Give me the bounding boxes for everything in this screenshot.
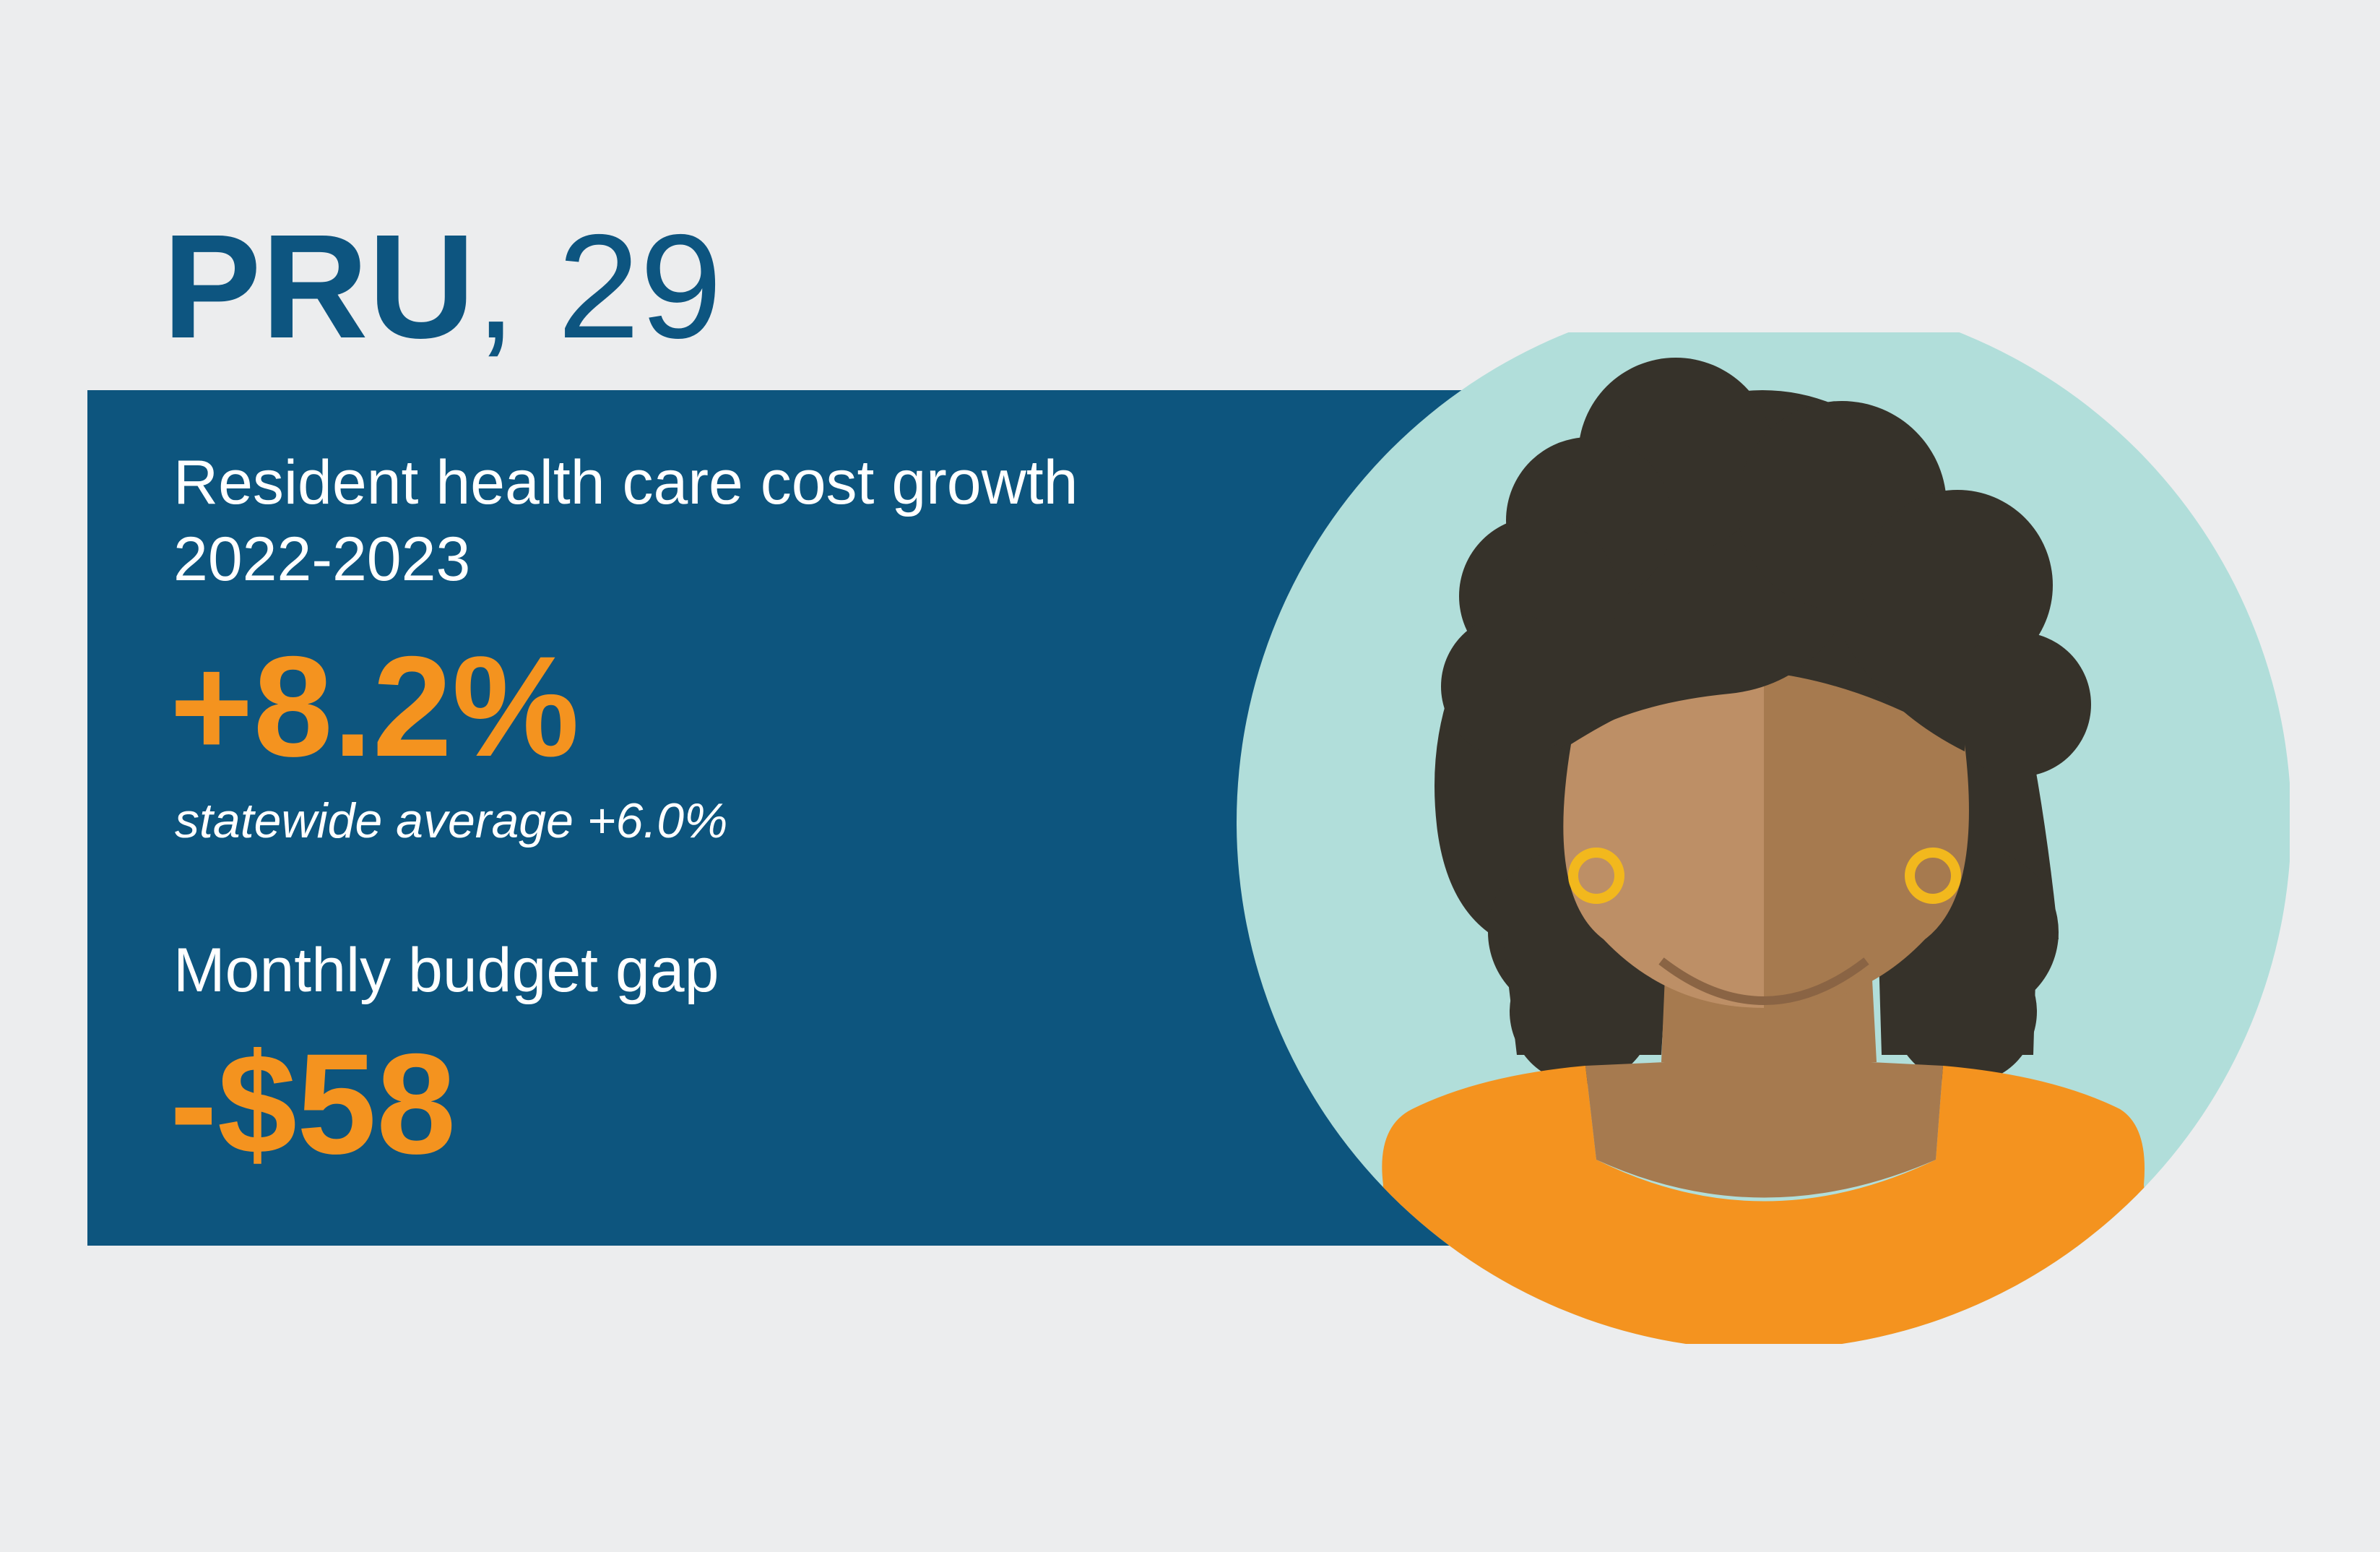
budget-gap-value: -$58 (170, 1024, 456, 1184)
cost-growth-label-line1: Resident health care cost growth (173, 448, 1078, 517)
face (1563, 672, 1969, 1008)
cost-growth-label: Resident health care cost growth 2022-202… (173, 444, 1078, 598)
profile-age: 29 (557, 204, 722, 369)
profile-name: PRU (163, 204, 475, 369)
cost-growth-value: +8.2% (170, 626, 579, 786)
cost-growth-label-line2: 2022-2023 (173, 525, 471, 594)
left-earring (1568, 848, 1624, 904)
profile-separator: , (475, 204, 516, 369)
shirt (1358, 1066, 2167, 1344)
woman-portrait-icon (1237, 332, 2290, 1344)
profile-title: PRU, 29 (163, 204, 722, 370)
hair-fringe (1553, 621, 1968, 751)
statewide-average-note: statewide average +6.0% (175, 793, 728, 848)
budget-gap-label: Monthly budget gap (173, 936, 719, 1005)
right-earring (1905, 848, 1961, 904)
neck-front (1585, 1062, 1943, 1198)
